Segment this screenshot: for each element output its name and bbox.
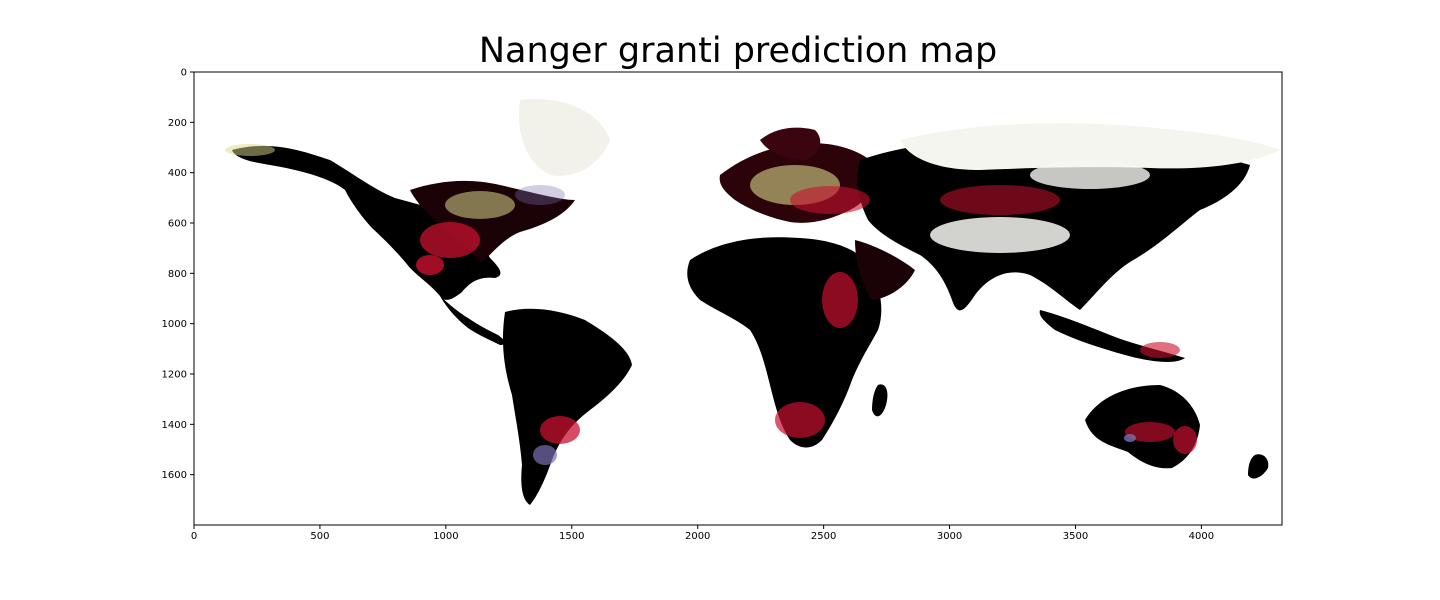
- x-tick-label: 0: [191, 531, 197, 542]
- land-south-america: [502, 308, 632, 505]
- x-tick-label: 1000: [433, 531, 458, 542]
- y-tick-label: 0: [181, 68, 187, 79]
- land-new-zealand: [1248, 454, 1269, 479]
- land-greenland: [519, 99, 610, 176]
- suitability-patches: [225, 144, 1197, 465]
- y-tick-label: 600: [168, 219, 187, 230]
- y-tick-label: 400: [168, 168, 187, 179]
- y-tick-label: 800: [168, 269, 187, 280]
- x-tick-label: 2500: [811, 531, 836, 542]
- x-tick-label: 3000: [937, 531, 962, 542]
- land-madagascar: [872, 384, 888, 417]
- y-tick-label: 1600: [162, 470, 187, 481]
- x-tick-label: 3500: [1063, 531, 1088, 542]
- land-siberia: [900, 123, 1280, 170]
- plot-frame: [193, 71, 1283, 526]
- y-tick-label: 1400: [162, 420, 187, 431]
- y-axis: 0 200 400 600 800 1000 1200 1400 1600: [162, 68, 194, 481]
- x-axis: 0 500 1000 1500 2000 2500 3000 3500 4000: [191, 525, 1214, 542]
- y-tick-label: 200: [168, 118, 187, 129]
- land-central-america: [440, 296, 505, 345]
- y-tick-label: 1000: [162, 319, 187, 330]
- x-tick-label: 2000: [685, 531, 710, 542]
- land-scandinavia: [760, 127, 821, 160]
- x-tick-label: 500: [310, 531, 329, 542]
- land-arabia: [855, 240, 915, 300]
- y-tick-label: 1200: [162, 370, 187, 381]
- x-tick-label: 4000: [1189, 531, 1214, 542]
- map-image: [225, 99, 1280, 505]
- x-tick-label: 1500: [559, 531, 584, 542]
- map-title: Nanger granti prediction map: [478, 31, 998, 71]
